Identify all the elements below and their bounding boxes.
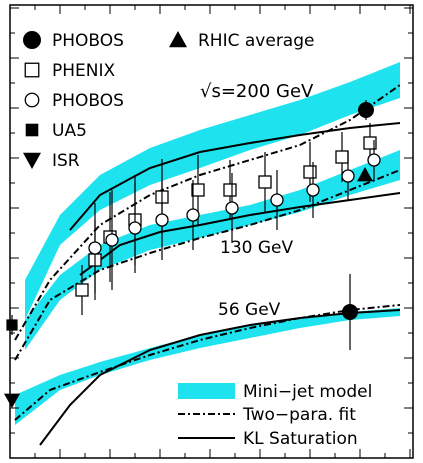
data-point [306,183,320,197]
legend-symbol [24,92,40,108]
legend-symbol [178,383,235,399]
model-band [15,308,400,425]
legend-label: UA5 [52,121,87,141]
plot-area [15,62,400,425]
legend-symbol [23,152,41,169]
energy-label: √s=200 GeV [200,81,314,102]
legend-symbol [169,31,187,48]
legend-symbol [25,123,39,137]
data-point [270,193,284,207]
data-point [341,169,355,183]
model-band [25,150,400,350]
legend-label: PHOBOS [52,31,124,51]
data-point [88,241,102,255]
data-point [303,165,317,179]
data-point [335,150,349,164]
data-point [225,201,239,215]
data-point [4,393,20,408]
fit-line [14,304,401,421]
legend-label: Two−para. fit [242,405,356,425]
data-point [342,304,358,320]
frame [9,4,414,459]
data-point [155,213,169,227]
legend-symbol [23,31,41,49]
model-band [25,62,400,320]
fit-line [14,84,401,341]
saturation-line [39,309,401,446]
data-point [186,208,200,222]
data-point [258,175,272,189]
data-point [357,167,373,182]
data-point [6,319,18,331]
legend-label: PHOBOS [52,91,124,111]
data-point [367,153,381,167]
legend-label: Mini−jet model [243,382,372,402]
legend-label: RHIC average [198,31,314,51]
legend-label: KL Saturation [243,429,358,449]
data-point [363,136,377,150]
data-point [223,183,237,197]
legend-symbol [24,62,40,78]
data-point [191,183,205,197]
data-point [358,102,374,118]
energy-label: 56 GeV [218,300,281,320]
legend-label: PHENIX [52,61,116,81]
overlay: PHOBOS PHENIX PHOBOS UA5 ISR RHIC average √s=2… [4,5,413,459]
energy-label: 130 GeV [220,238,293,258]
data-point [105,233,119,247]
data-point [75,283,89,297]
saturation-line [79,192,401,276]
saturation-line [69,122,401,231]
legend-label: ISR [52,151,80,171]
data-point [128,221,142,235]
